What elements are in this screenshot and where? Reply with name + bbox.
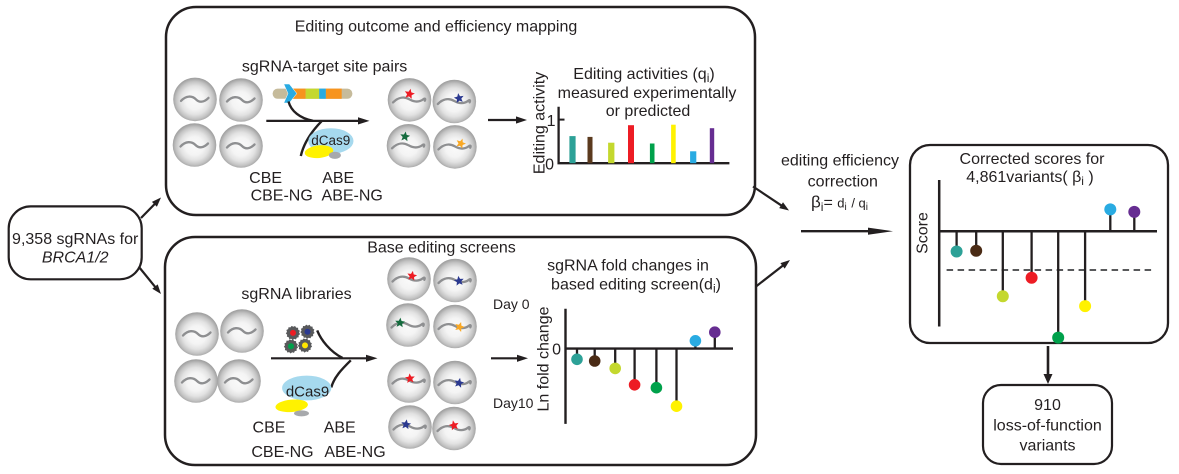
svg-text:Editing activity: Editing activity [532,72,549,174]
svg-text:editing efficiency: editing efficiency [781,152,899,169]
svg-text:CBE: CBE [253,420,286,437]
svg-text:ABE-NG: ABE-NG [324,444,385,461]
svg-text:0: 0 [552,342,561,359]
svg-text:CBE-NG: CBE-NG [251,444,313,461]
svg-text:Day10: Day10 [493,395,534,411]
svg-text:910: 910 [1034,397,1061,414]
svg-text:βi= di / qi: βi= di / qi [811,193,868,215]
svg-text:Editing activities (qi): Editing activities (qi) [573,66,714,85]
svg-text:based editing screen(di): based editing screen(di) [551,276,721,295]
svg-text:correction: correction [808,173,878,190]
svg-text:dCas9: dCas9 [311,133,350,148]
svg-text:0: 0 [545,157,554,174]
svg-text:sgRNA fold changes in: sgRNA fold changes in [547,258,709,275]
svg-text:loss-of-function: loss-of-function [993,417,1102,434]
svg-text:Editing outcome and efficiency: Editing outcome and efficiency mapping [295,19,578,36]
svg-text:sgRNA-target site pairs: sgRNA-target site pairs [242,59,407,76]
svg-text:9,358 sgRNAs for: 9,358 sgRNAs for [12,231,139,248]
svg-text:Corrected scores for: Corrected scores for [960,151,1106,168]
svg-text:ABE-NG: ABE-NG [322,188,383,205]
svg-text:Ln fold change: Ln fold change [536,306,553,411]
svg-text:variants: variants [1019,438,1075,455]
svg-text:ABE: ABE [324,420,356,437]
svg-text:1: 1 [547,113,556,130]
svg-text:Day 0: Day 0 [493,296,530,312]
svg-text:4,861variants( βi ): 4,861variants( βi ) [966,169,1094,188]
svg-text:Base editing screens: Base editing screens [367,239,516,256]
svg-text:sgRNA libraries: sgRNA libraries [241,286,351,303]
svg-text:ABE: ABE [322,170,354,187]
svg-text:dCas9: dCas9 [286,384,329,401]
svg-text:CBE: CBE [249,170,282,187]
svg-text:BRCA1/2: BRCA1/2 [42,249,109,266]
svg-text:Score: Score [915,212,932,254]
svg-text:or predicted: or predicted [606,103,691,120]
svg-text:measured experimentally: measured experimentally [558,85,737,102]
svg-text:CBE-NG: CBE-NG [251,188,313,205]
